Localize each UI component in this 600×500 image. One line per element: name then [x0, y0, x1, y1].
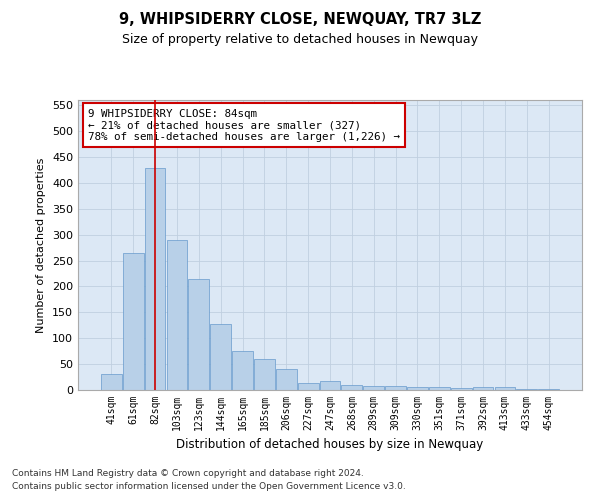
Y-axis label: Number of detached properties: Number of detached properties — [37, 158, 46, 332]
Bar — [517, 389, 537, 390]
Bar — [254, 359, 275, 390]
Bar — [167, 240, 187, 390]
Bar — [188, 278, 209, 390]
Bar — [298, 384, 319, 390]
Text: Size of property relative to detached houses in Newquay: Size of property relative to detached ho… — [122, 32, 478, 46]
Bar — [210, 324, 231, 390]
Text: Contains HM Land Registry data © Crown copyright and database right 2024.: Contains HM Land Registry data © Crown c… — [12, 468, 364, 477]
Bar — [538, 389, 559, 390]
Bar — [232, 351, 253, 390]
Bar — [364, 386, 384, 390]
Bar — [473, 388, 493, 390]
Bar — [123, 253, 143, 390]
X-axis label: Distribution of detached houses by size in Newquay: Distribution of detached houses by size … — [176, 438, 484, 452]
Bar — [320, 381, 340, 390]
Bar — [429, 388, 450, 390]
Bar — [385, 386, 406, 390]
Bar — [451, 388, 472, 390]
Bar — [341, 385, 362, 390]
Bar — [276, 370, 296, 390]
Bar — [145, 168, 166, 390]
Bar — [407, 388, 428, 390]
Text: 9 WHIPSIDERRY CLOSE: 84sqm
← 21% of detached houses are smaller (327)
78% of sem: 9 WHIPSIDERRY CLOSE: 84sqm ← 21% of deta… — [88, 108, 400, 142]
Text: 9, WHIPSIDERRY CLOSE, NEWQUAY, TR7 3LZ: 9, WHIPSIDERRY CLOSE, NEWQUAY, TR7 3LZ — [119, 12, 481, 28]
Bar — [101, 374, 122, 390]
Bar — [494, 388, 515, 390]
Text: Contains public sector information licensed under the Open Government Licence v3: Contains public sector information licen… — [12, 482, 406, 491]
